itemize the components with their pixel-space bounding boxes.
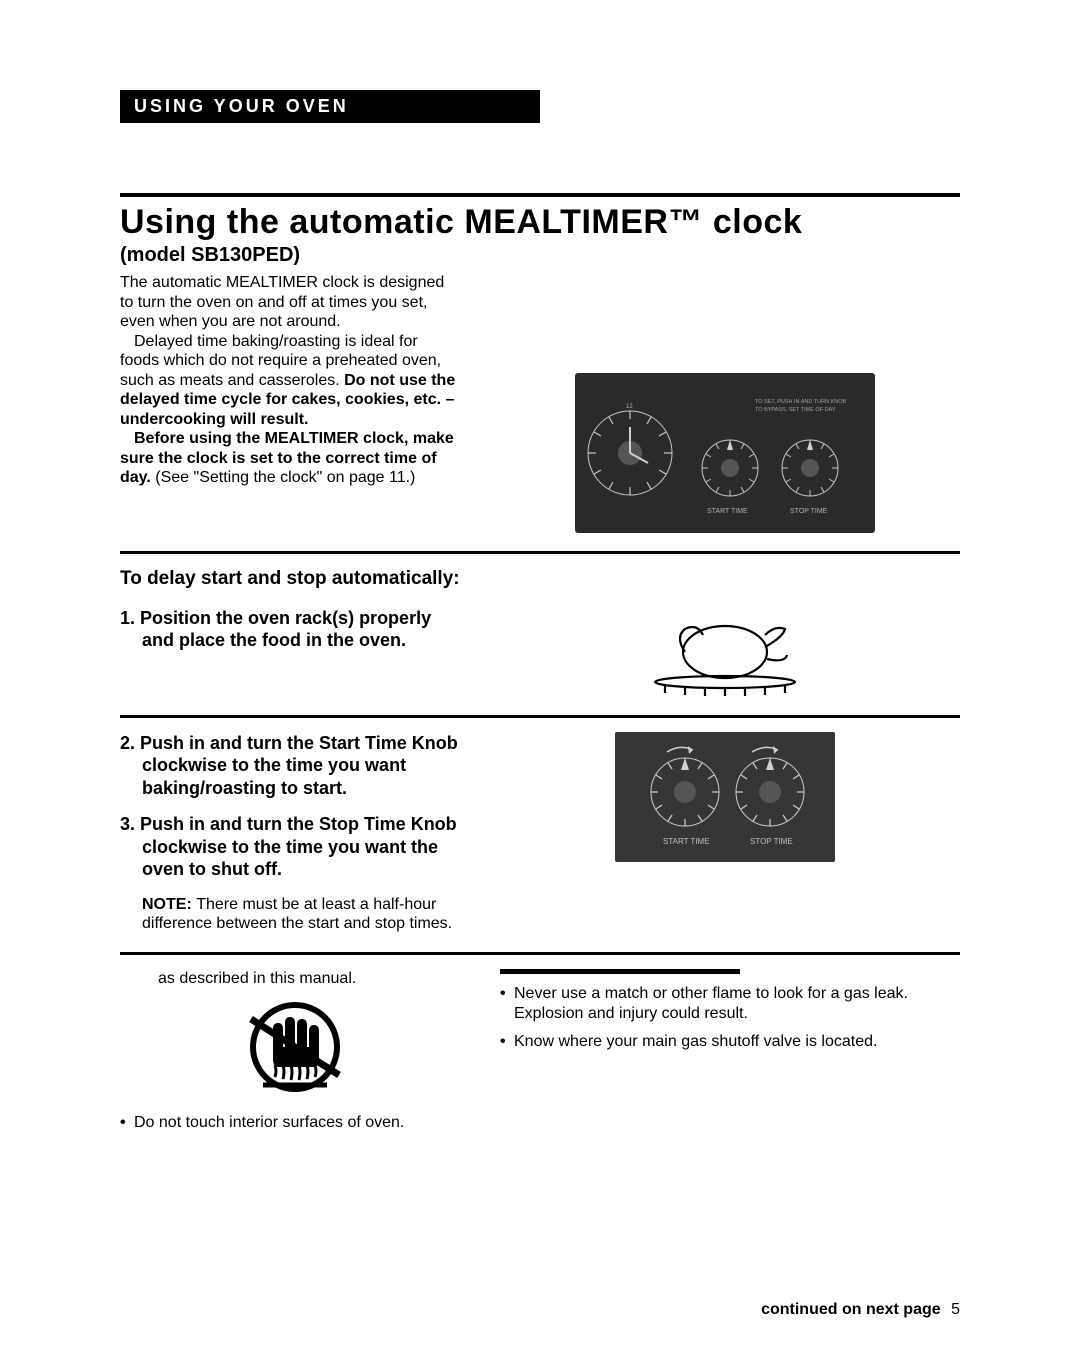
turkey-icon [625,607,825,697]
hot-surface-icon [235,999,355,1099]
step-note: NOTE: There must be at least a half-hour… [120,895,460,934]
page-subtitle: (model SB130PED) [120,244,960,267]
section-rule-3 [120,952,960,955]
note-label: NOTE: [142,896,196,913]
intro-text-block: The automatic MEALTIMER clock is designe… [120,273,460,533]
step23-text: 2. Push in and turn the Start Time Knob … [120,732,460,934]
panel-caption2: TO BYPASS, SET TIME OF DAY [755,407,836,413]
bottom-section: as described in this manual. • Do not to… [120,969,960,1141]
panel-start-label: START TIME [707,508,748,515]
svg-text:STOP TIME: STOP TIME [750,837,793,846]
dials-illustration: START TIME STOP TIME [490,732,960,862]
intro-row: The automatic MEALTIMER clock is designe… [120,273,960,533]
svg-text:START TIME: START TIME [663,837,710,846]
footer-pagenum: 5 [951,1301,960,1318]
bottom-right-bullet-2: • Know where your main gas shutoff valve… [500,1032,960,1052]
bottom-right-rule [500,969,740,974]
step3: 3. Push in and turn the Stop Time Knob c… [120,813,460,881]
section-header-bar: USING YOUR OVEN [120,90,540,123]
intro-p1: The automatic MEALTIMER clock is designe… [120,273,460,332]
dials-panel-icon: START TIME STOP TIME [615,732,835,862]
bottom-left-bullet-text: Do not touch interior surfaces of oven. [134,1113,404,1133]
footer-text: continued on next page [761,1301,941,1318]
bottom-right-col: • Never use a match or other flame to lo… [500,969,960,1141]
title-rule [120,193,960,197]
bottom-right-b1-text: Never use a match or other flame to look… [514,984,960,1024]
described-line: as described in this manual. [120,969,470,989]
step1-text: 1. Position the oven rack(s) properly an… [120,607,460,666]
page-footer: continued on next page 5 [761,1301,960,1319]
intro-p2: Delayed time baking/roasting is ideal fo… [120,332,460,430]
bottom-right-b2-text: Know where your main gas shutoff valve i… [514,1032,877,1052]
bottom-left-bullet: • Do not touch interior surfaces of oven… [120,1113,470,1133]
intro-p3b: (See "Setting the clock" on page 11.) [151,469,416,486]
hot-surface-icon-wrap [120,999,470,1099]
section-rule-1 [120,551,960,554]
intro-p3: Before using the MEALTIMER clock, make s… [120,429,460,488]
turkey-illustration [490,607,960,697]
page-title: Using the automatic MEALTIMER™ clock [120,203,960,242]
panel-caption1: TO SET, PUSH IN AND TURN KNOB [755,399,847,405]
step1-row: 1. Position the oven rack(s) properly an… [120,607,960,697]
bullet-dot-icon: • [500,1032,514,1052]
step23-row: 2. Push in and turn the Start Time Knob … [120,732,960,934]
bullet-dot-icon: • [500,984,514,1024]
mealtimer-panel-svg: 12 [575,373,875,533]
step2: 2. Push in and turn the Start Time Knob … [120,732,460,800]
mealtimer-panel-icon: 12 [575,373,875,533]
step1: 1. Position the oven rack(s) properly an… [120,607,460,652]
svg-text:12: 12 [626,404,633,410]
bullet-dot-icon: • [120,1113,134,1133]
bottom-left-col: as described in this manual. • Do not to… [120,969,470,1141]
bottom-right-bullet-1: • Never use a match or other flame to lo… [500,984,960,1024]
panel-stop-label: STOP TIME [790,508,828,515]
clock-panel-illustration: 12 [490,273,960,533]
section-rule-2 [120,715,960,718]
delay-heading: To delay start and stop automatically: [120,568,960,591]
